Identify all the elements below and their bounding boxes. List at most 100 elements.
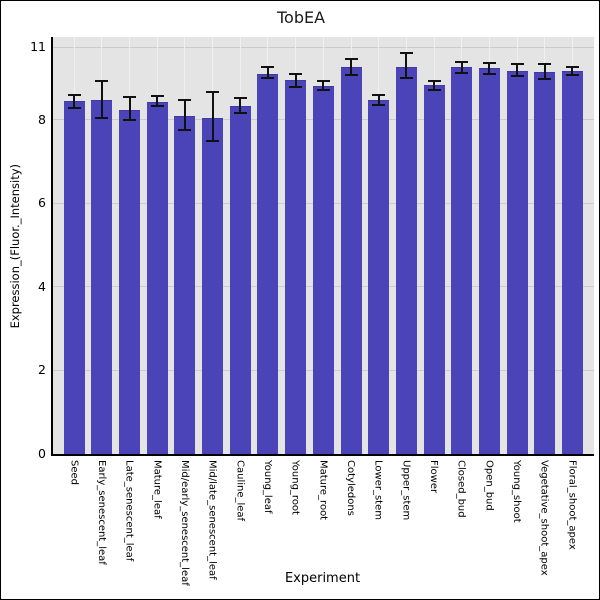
y-tick-label-0: 0 <box>38 446 46 461</box>
bar-late-senescent-leaf <box>119 109 141 454</box>
errorbar-cap-top-young-leaf <box>261 65 275 68</box>
bar-mid-early-senescent-leaf <box>174 116 196 454</box>
y-tick-label-2: 2 <box>38 362 46 378</box>
x-tick-label-flower: Flower <box>428 460 439 494</box>
errorbar-cap-top-vegetative-shoot-apex <box>538 63 552 65</box>
errorbar-cap-top-young-root <box>289 72 303 75</box>
errorbar-cap-top-seed <box>67 94 81 97</box>
errorbar-cap-bottom-young-root <box>289 86 303 89</box>
bar-open-bud <box>478 67 500 454</box>
errorbar-cap-bottom-closed-bud <box>455 71 469 74</box>
bar-vegetative-shoot-apex <box>534 71 556 454</box>
bar-flower <box>423 85 445 454</box>
errorbar-stem-seed <box>73 95 76 108</box>
x-tick-label-early-senescent-leaf: Early_senescent_leaf <box>95 460 107 565</box>
x-tick-label-mid-early-senescent-leaf: Mid/early_senescent_leaf <box>178 460 190 586</box>
errorbar-cap-top-upper-stem <box>399 51 413 54</box>
errorbar-stem-vegetative-shoot-apex <box>543 64 546 80</box>
errorbar-stem-upper-stem <box>405 52 408 78</box>
plot-area-inner <box>53 37 594 454</box>
x-tick-label-vegetative-shoot-apex: Vegetative_shoot_apex <box>538 460 550 576</box>
errorbar-stem-young-root <box>294 73 297 88</box>
x-tick-label-upper-stem: Upper_stem <box>400 460 412 521</box>
bar-seed <box>63 101 85 454</box>
y-tick-label-6: 6 <box>38 195 46 211</box>
bar-floral-shoot-apex <box>561 71 583 454</box>
y-tick-label-4: 4 <box>38 278 46 294</box>
errorbar-cap-top-mature-leaf <box>150 94 164 97</box>
errorbar-cap-bottom-mid-late-senescent-leaf <box>206 140 220 143</box>
errorbar-cap-top-flower <box>427 80 441 83</box>
errorbar-cap-bottom-vegetative-shoot-apex <box>538 78 552 81</box>
chart-title: TobEA <box>276 8 326 27</box>
errorbar-stem-mature-root <box>322 80 325 91</box>
errorbar-cap-top-mature-root <box>316 79 330 82</box>
bar-lower-stem <box>368 99 390 454</box>
errorbar-cap-bottom-young-shoot <box>510 75 524 78</box>
errorbar-cap-top-early-senescent-leaf <box>95 80 109 83</box>
errorbar-stem-mid-early-senescent-leaf <box>183 99 186 131</box>
errorbar-stem-early-senescent-leaf <box>100 81 103 118</box>
errorbar-cap-top-lower-stem <box>372 93 386 96</box>
bar-young-root <box>285 80 307 454</box>
errorbar-stem-open-bud <box>488 62 491 75</box>
x-tick-label-floral-shoot-apex: Floral_shoot_apex <box>566 460 578 550</box>
errorbar-stem-mature-leaf <box>156 95 159 107</box>
errorbar-cap-bottom-mid-early-senescent-leaf <box>178 129 192 132</box>
errorbar-cap-top-closed-bud <box>455 60 469 63</box>
errorbar-cap-top-cotyledons <box>344 57 358 60</box>
errorbar-stem-closed-bud <box>460 61 463 73</box>
errorbar-cap-top-floral-shoot-apex <box>565 66 579 69</box>
errorbar-cap-bottom-lower-stem <box>372 104 386 107</box>
bar-young-shoot <box>506 70 528 454</box>
errorbar-stem-lower-stem <box>377 94 380 106</box>
bar-cauline-leaf <box>229 106 251 454</box>
y-tick-label-11: 11 <box>30 39 46 54</box>
errorbar-cap-bottom-young-leaf <box>261 77 275 80</box>
errorbar-stem-young-shoot <box>516 64 519 77</box>
errorbar-cap-top-cauline-leaf <box>233 96 247 99</box>
x-tick-label-mature-root: Mature_root <box>317 460 329 521</box>
errorbar-stem-mid-late-senescent-leaf <box>211 92 214 142</box>
errorbar-cap-bottom-late-senescent-leaf <box>123 119 137 122</box>
y-axis-label-wrap: Expression_(Fluor._Intensity) <box>2 37 28 456</box>
x-tick-label-mature-leaf: Mature_leaf <box>151 460 163 519</box>
x-tick-label-young-root: Young_root <box>289 460 301 515</box>
errorbar-stem-cotyledons <box>350 58 352 75</box>
errorbar-cap-bottom-mature-leaf <box>150 105 164 108</box>
x-tick-label-cotyledons: Cotyledons <box>345 460 356 516</box>
x-tick-label-open-bud: Open_bud <box>483 460 495 511</box>
errorbar-stem-flower <box>433 81 435 90</box>
errorbar-cap-bottom-cauline-leaf <box>233 111 247 114</box>
errorbar-cap-bottom-upper-stem <box>399 76 413 79</box>
errorbar-stem-young-leaf <box>266 66 269 79</box>
bar-early-senescent-leaf <box>91 100 113 454</box>
bar-mature-root <box>312 85 334 454</box>
errorbar-cap-top-open-bud <box>482 61 496 64</box>
x-tick-label-closed-bud: Closed_bud <box>455 460 467 518</box>
plot-area <box>51 37 594 456</box>
bar-mid-late-senescent-leaf <box>202 117 224 454</box>
errorbar-cap-bottom-seed <box>67 106 81 109</box>
errorbar-cap-bottom-floral-shoot-apex <box>565 74 579 77</box>
errorbar-cap-top-late-senescent-leaf <box>123 96 137 99</box>
x-axis-label: Experiment <box>284 571 361 586</box>
errorbar-stem-late-senescent-leaf <box>128 97 131 121</box>
y-tick-label-8: 8 <box>38 111 46 127</box>
x-tick-label-young-leaf: Young_leaf <box>261 460 273 514</box>
errorbar-cap-top-mid-early-senescent-leaf <box>178 98 192 101</box>
x-tick-label-young-shoot: Young_shoot <box>511 460 523 523</box>
errorbar-cap-bottom-open-bud <box>482 73 496 76</box>
bar-cotyledons <box>340 66 362 454</box>
bar-mature-leaf <box>146 102 168 454</box>
x-tick-label-seed: Seed <box>68 460 80 485</box>
bar-young-leaf <box>257 73 279 454</box>
errorbar-cap-top-young-shoot <box>510 63 524 66</box>
x-tick-label-lower-stem: Lower_stem <box>372 460 384 520</box>
x-tick-label-mid-late-senescent-leaf: Mid/late_senescent_leaf <box>206 460 218 580</box>
x-tick-label-cauline-leaf: Cauline_leaf <box>234 460 246 522</box>
bar-closed-bud <box>451 67 473 454</box>
errorbar-cap-top-mid-late-senescent-leaf <box>206 91 220 94</box>
errorbar-cap-bottom-cotyledons <box>344 73 358 76</box>
